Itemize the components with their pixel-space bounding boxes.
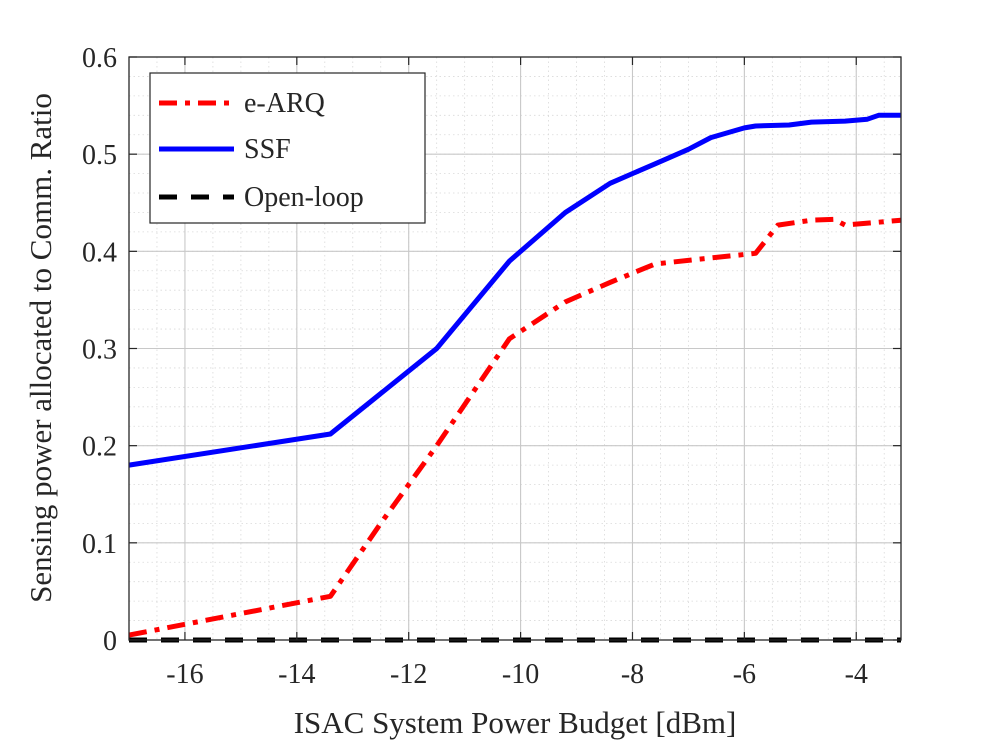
y-tick-label: 0.5 [82,140,117,171]
x-axis-label: ISAC System Power Budget [dBm] [294,705,737,740]
y-tick-label: 0.2 [82,432,117,463]
tick-labels: -16 -14 -12 -10 -8 -6 -4 0 0.1 0.2 0.3 0.4 0.5 0.6 [82,43,868,690]
y-tick-label: 0 [103,626,117,657]
x-tick-label: -16 [166,659,203,690]
y-axis-label: Sensing power allocated to Comm. Ratio [23,93,58,603]
x-tick-label: -4 [845,659,868,690]
x-tick-label: -12 [390,659,427,690]
legend: e-ARQ SSF Open-loop [149,72,426,224]
x-tick-label: -6 [733,659,756,690]
y-tick-label: 0.6 [82,43,117,74]
y-tick-label: 0.1 [82,529,117,560]
y-tick-label: 0.3 [82,335,117,366]
ticks [129,56,901,641]
legend-label-open-loop: Open-loop [244,182,364,213]
y-tick-label: 0.4 [82,237,117,268]
series-line-ssf [128,112,901,468]
x-tick-label: -14 [278,659,315,690]
legend-label-ssf: SSF [244,134,291,165]
legend-label-e-arq: e-ARQ [244,88,325,119]
x-tick-label: -10 [502,659,539,690]
series-line-e-arq [128,216,902,638]
x-tick-label: -8 [621,659,644,690]
